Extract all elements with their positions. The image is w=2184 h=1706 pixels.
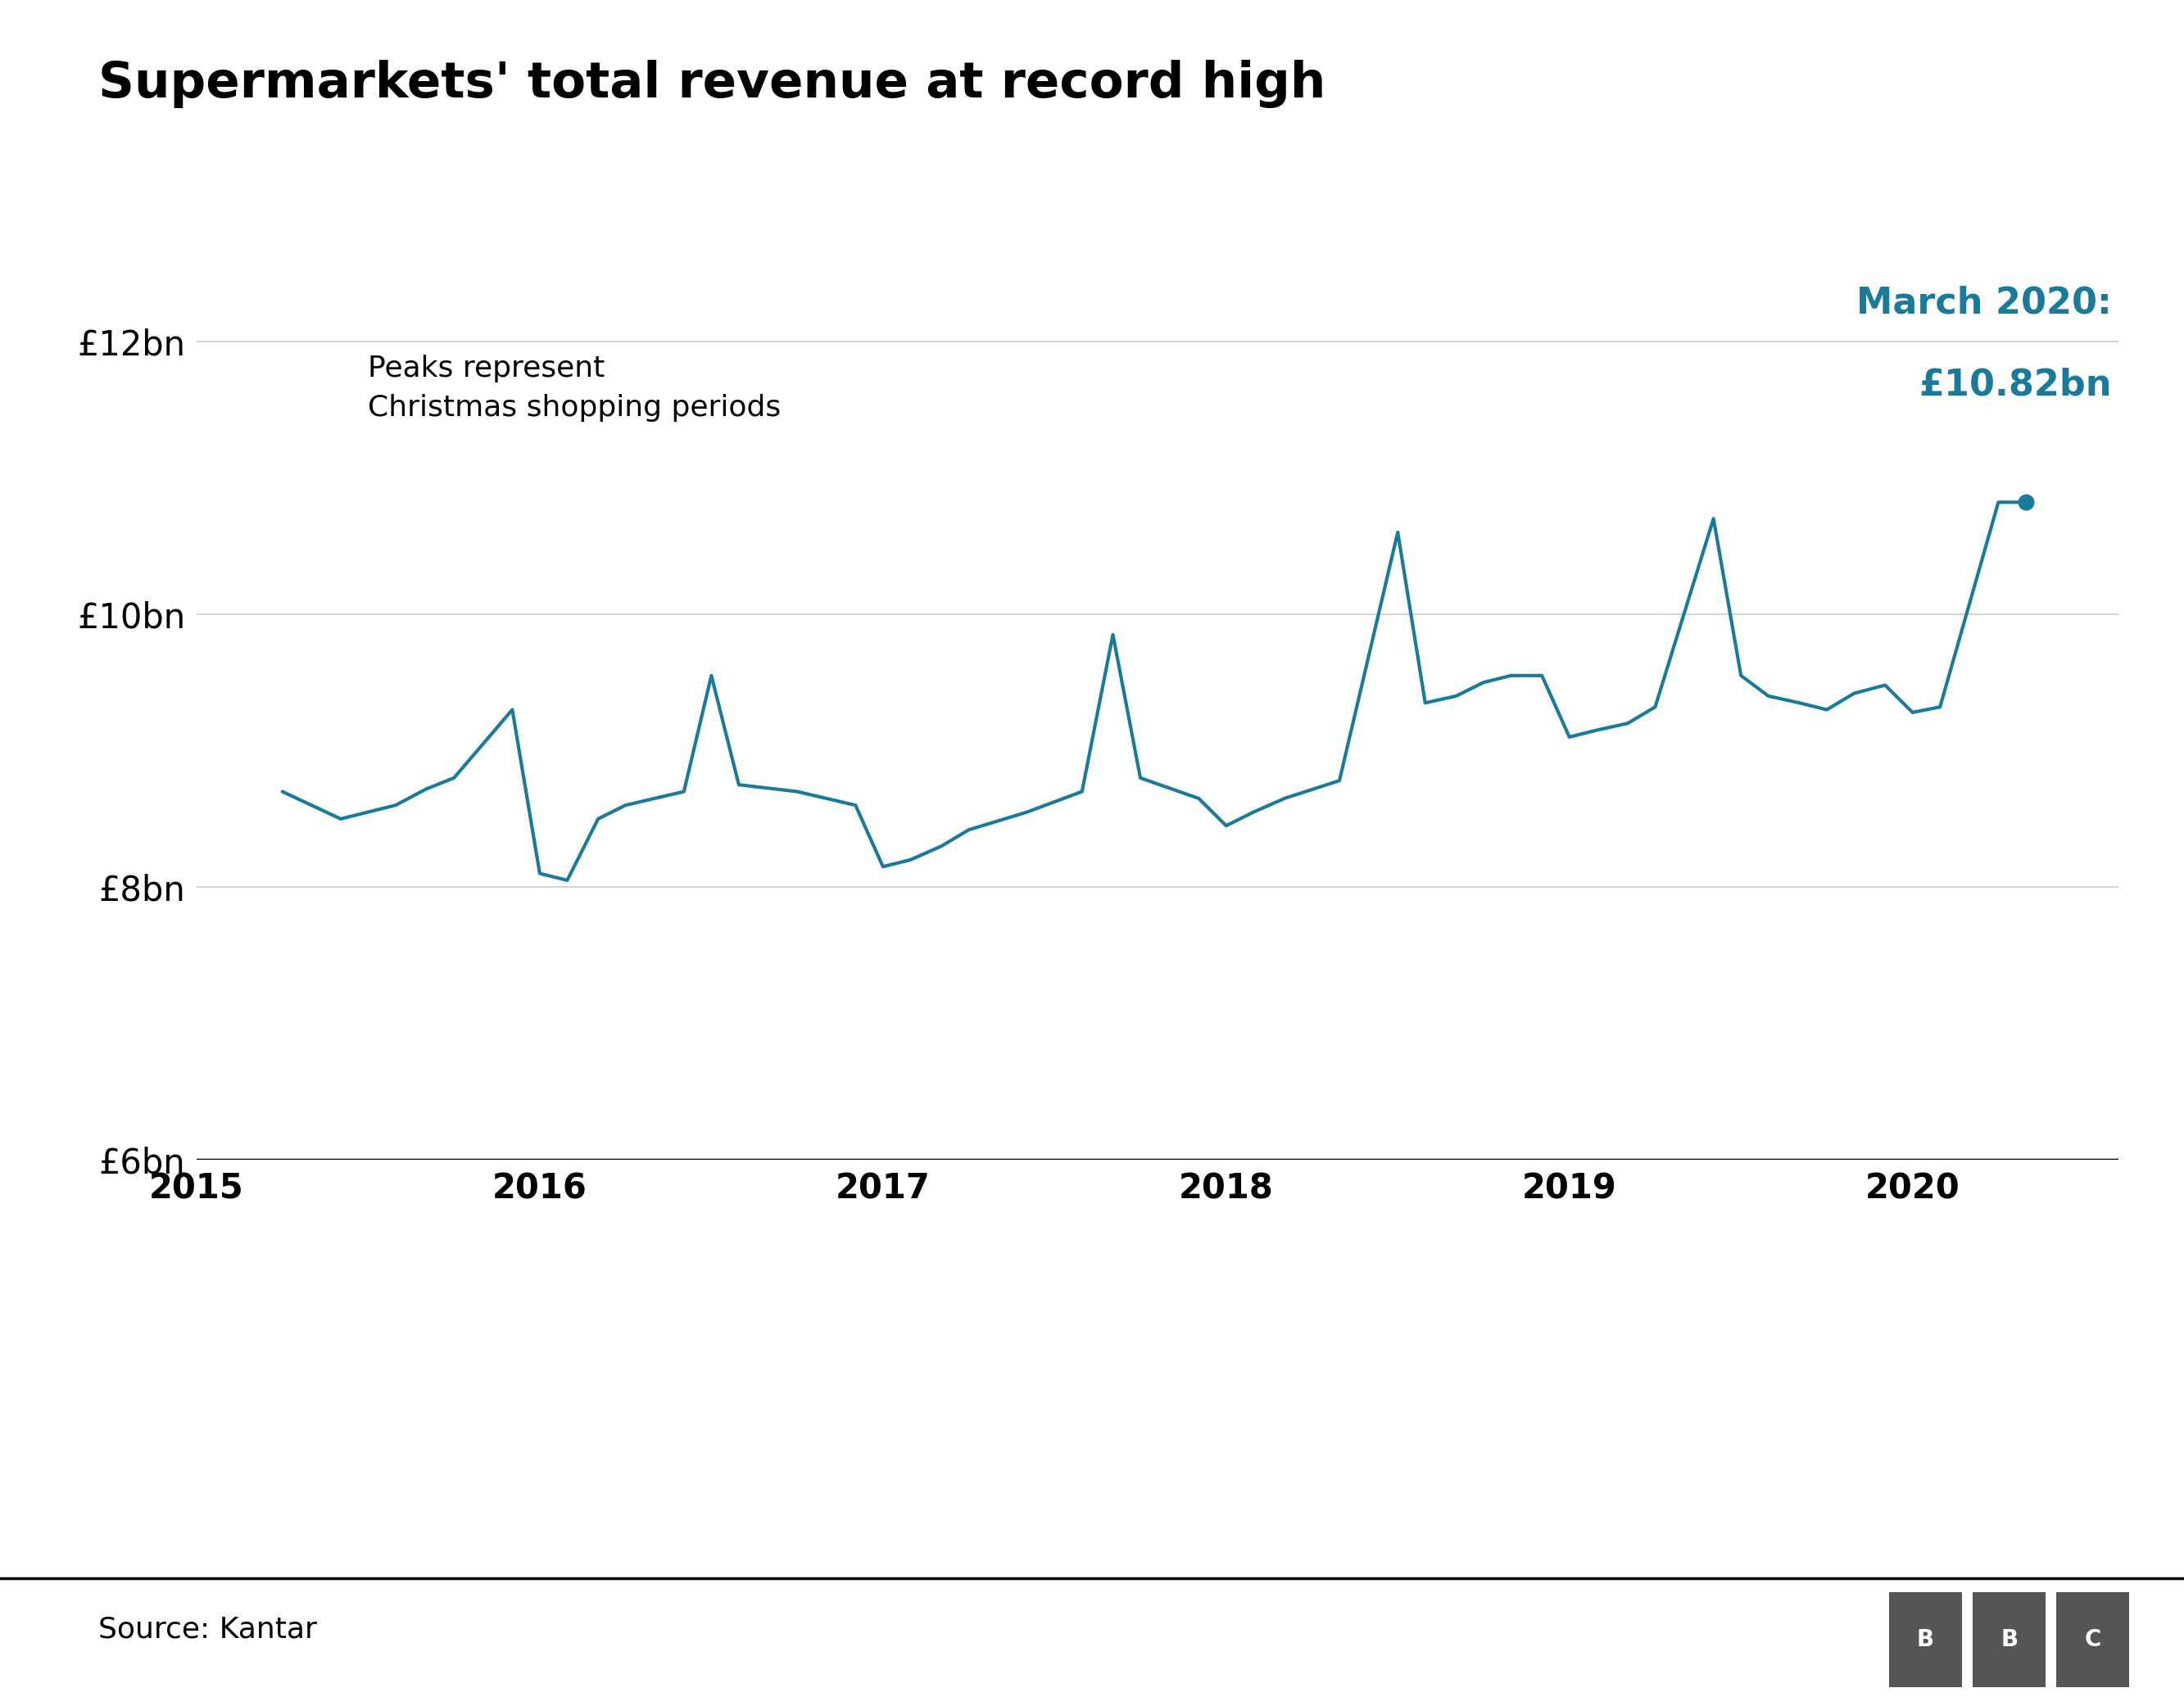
FancyBboxPatch shape — [1889, 1592, 1961, 1687]
FancyBboxPatch shape — [1972, 1592, 2046, 1687]
Text: March 2020:: March 2020: — [1856, 285, 2112, 321]
Text: C: C — [2086, 1628, 2101, 1651]
Point — [2009, 488, 2044, 515]
Text: Supermarkets' total revenue at record high: Supermarkets' total revenue at record hi… — [98, 60, 1326, 107]
Text: Peaks represent
Christmas shopping periods: Peaks represent Christmas shopping perio… — [369, 355, 782, 421]
Text: B: B — [2001, 1628, 2018, 1651]
Text: B: B — [1918, 1628, 1935, 1651]
Text: Source: Kantar: Source: Kantar — [98, 1616, 317, 1643]
FancyBboxPatch shape — [2057, 1592, 2129, 1687]
Text: £10.82bn: £10.82bn — [1920, 367, 2112, 403]
